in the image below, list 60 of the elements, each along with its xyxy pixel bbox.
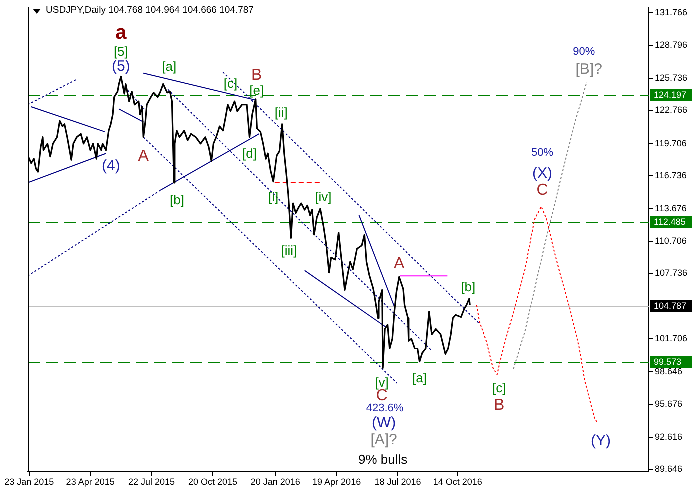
annotation: (Y) [590,432,611,450]
y-tick-label: 125.736 [655,72,688,83]
x-tick-label: 19 Apr 2016 [312,476,362,487]
x-tick-label: 20 Oct 2015 [188,476,238,487]
y-tick-label: 116.736 [655,170,687,180]
annotation: [a] [162,58,177,74]
annotation: C [536,182,548,200]
line-series [476,206,598,424]
annotation: B [252,66,262,84]
annotation: [ii] [274,104,288,120]
ref-line-label: 99.573 [654,356,682,367]
annotation: [b] [170,192,184,208]
y-tick-label: 95.676 [655,398,683,409]
annotation: 90% [573,46,596,58]
x-tick-label: 20 Jan 2016 [250,476,300,487]
x-tick-label: 22 Jul 2015 [128,476,176,487]
y-tick-label: 119.706 [655,138,687,148]
annotation: [a] [412,370,428,386]
annotation: [b] [461,279,476,294]
annotation: (4) [102,158,120,175]
annotation: [e] [250,83,264,98]
y-tick-label: 128.796 [655,40,688,50]
annotation: B [494,397,505,414]
line-series [513,82,588,370]
x-tick-label: 14 Oct 2016 [433,476,482,487]
y-tick-label: 89.646 [655,464,683,474]
annotation: [iii] [281,242,298,258]
y-tick-label: 92.616 [655,432,683,442]
annotation: [d] [242,146,257,161]
ref-line-label: 104.787 [654,300,687,311]
chart-title: USDJPY,Daily 104.768 104.964 104.666 104.787 [46,5,254,17]
annotation: A [138,148,150,165]
x-tick-label: 23 Jan 2015 [4,476,54,487]
annotation: A [394,256,406,273]
x-tick-label: 23 Apr 2015 [66,476,115,487]
annotation: (X) [532,164,553,182]
annotation: (W) [372,414,396,432]
annotation: [v] [375,374,389,390]
annotation: [c] [492,380,506,396]
ref-line-label: 112.485 [654,216,686,227]
annotation: 50% [532,146,554,159]
annotation: a [116,22,128,44]
annotation: (5) [112,58,130,75]
annotation: [B]? [576,61,602,78]
y-tick-label: 110.706 [655,236,687,246]
x-tick-label: 18 Jul 2016 [374,476,422,487]
annotation: 9% bulls [358,452,408,467]
annotation: 423.6% [366,402,404,414]
annotation: [A]? [370,431,398,448]
annotation: [c] [224,76,238,92]
y-tick-label: 131.766 [655,8,688,18]
y-tick-label: 113.676 [655,204,687,214]
annotation: [iv] [315,189,332,204]
y-tick-label: 101.706 [655,333,688,344]
annotation: [5] [114,44,128,60]
y-tick-label: 98.646 [655,366,683,377]
annotation: [i] [268,189,279,204]
ref-line-label: 124.197 [654,90,687,100]
y-tick-label: 122.766 [655,105,688,116]
y-tick-label: 107.736 [655,268,688,278]
